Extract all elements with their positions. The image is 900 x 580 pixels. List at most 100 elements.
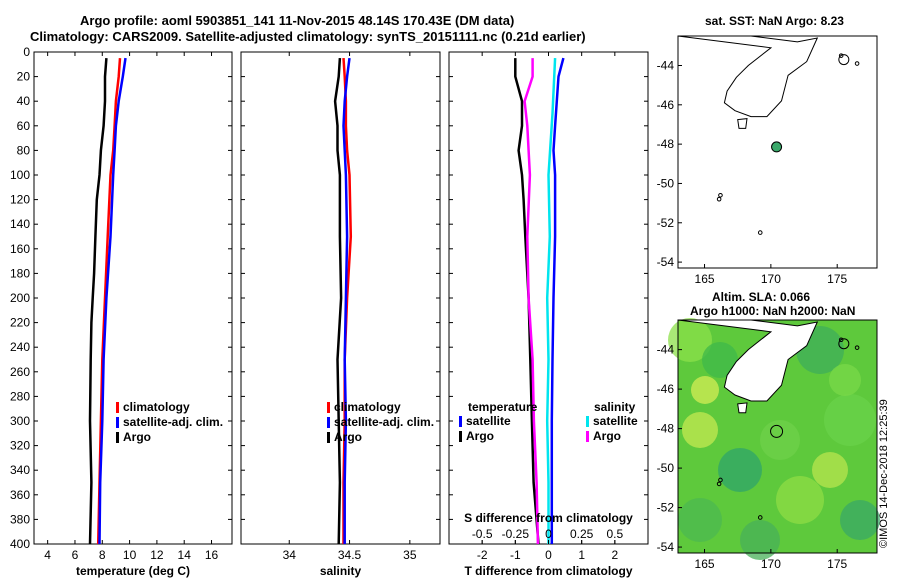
y-tick-label: 320 [10, 439, 30, 453]
map-y-tick-label: -54 [657, 540, 675, 554]
x-tick-label: 16 [205, 548, 219, 562]
map-y-tick-label: -50 [657, 176, 675, 190]
sla-anomaly-blob [812, 452, 848, 488]
x-axis-label: temperature (deg C) [76, 564, 190, 578]
chatham-island [838, 338, 850, 350]
island-mark [838, 53, 844, 58]
y-tick-label: 100 [10, 168, 30, 182]
x-tick-label-secondary: 0 [545, 527, 552, 541]
y-tick-label: 400 [10, 537, 30, 551]
x-axis-label: T difference from climatology [464, 564, 632, 578]
map-frame-1 [677, 319, 878, 554]
legend-entry-0-label: climatology [123, 400, 190, 414]
x-tick-label: 10 [123, 548, 137, 562]
sla-anomaly-blob [678, 498, 722, 542]
x-tick-label-secondary: -0.25 [502, 527, 530, 541]
x-tick-label: 34 [283, 548, 297, 562]
stewart-island [737, 402, 748, 414]
map-y-tick-label: -48 [657, 137, 675, 151]
series-line-satellite-adj-clim- [342, 57, 351, 544]
argo-profile-marker [770, 424, 784, 438]
y-tick-label: 160 [10, 242, 30, 256]
argo-profile-marker [771, 141, 783, 153]
series-line-climatology [96, 58, 122, 545]
map-y-tick-label: -50 [657, 461, 675, 475]
sst-map-title: sat. SST: NaN Argo: 8.23 [705, 14, 844, 28]
sla-anomaly-blob [776, 476, 824, 524]
island-mark [838, 337, 844, 343]
plot-title-line1: Argo profile: aoml 5903851_141 11-Nov-20… [80, 13, 515, 28]
x-tick-label: 34.5 [338, 548, 362, 562]
y-tick-label: 60 [17, 119, 31, 133]
map-y-tick-label: -48 [657, 422, 675, 436]
map-x-tick-label: 175 [827, 272, 847, 286]
series-line-salinity-argo [523, 58, 540, 545]
sla-anomaly-blob [740, 520, 780, 560]
legend-title-salinity: salinity [594, 400, 636, 414]
sla-anomaly-blob [718, 448, 762, 492]
map-x-tick-label: 170 [761, 272, 781, 286]
legend-sal-satellite-label: satellite [593, 414, 638, 428]
series-line-argo [333, 58, 343, 545]
sla-anomaly-blob [691, 376, 719, 404]
series-line-temperature-argo [514, 58, 540, 545]
x-tick-label: -1 [510, 548, 521, 562]
x-tick-label: 35 [403, 548, 417, 562]
legend-temp-satellite-label: satellite [466, 414, 511, 428]
sla-map-title-line2: Argo h1000: NaN h2000: NaN [690, 304, 856, 318]
y-tick-label: 180 [10, 266, 30, 280]
legend-temp-argo-label: Argo [466, 429, 494, 443]
map-y-tick-label: -54 [657, 255, 675, 269]
map-x-tick-label: 165 [695, 557, 715, 571]
map-x-tick-label: 170 [761, 557, 781, 571]
x-axis-label: salinity [320, 564, 362, 578]
legend-sal-argo-label: Argo [593, 429, 621, 443]
legend-entry-1-swatch [116, 417, 119, 428]
y-tick-label: 280 [10, 389, 30, 403]
legend-sal-argo-swatch [586, 431, 589, 442]
stewart-island [737, 118, 748, 129]
legend-entry-0-swatch [327, 402, 330, 413]
sla-anomaly-blob [824, 394, 876, 446]
map-y-tick-label: -44 [657, 343, 675, 357]
map-frame-0 [677, 35, 878, 269]
x-tick-label: 4 [44, 548, 51, 562]
legend-temp-satellite-swatch [459, 416, 462, 427]
south-island-coast [677, 319, 819, 402]
map-y-tick-label: -46 [657, 98, 675, 112]
sla-anomaly-blob [668, 318, 712, 362]
island-mark [718, 477, 723, 483]
x-tick-label: 0 [545, 548, 552, 562]
y-tick-label: 0 [23, 45, 30, 59]
y-tick-label: 120 [10, 193, 30, 207]
sla-anomaly-blob [829, 364, 861, 396]
map-y-tick-label: -46 [657, 382, 675, 396]
x-tick-label: -2 [477, 548, 488, 562]
series-line-satellite-adj-clim- [98, 57, 127, 545]
island-mark [854, 345, 860, 350]
y-tick-label: 360 [10, 488, 30, 502]
sla-map-title-line1: Altim. SLA: 0.066 [712, 290, 811, 304]
y-tick-label: 240 [10, 340, 30, 354]
x-tick-label: 6 [72, 548, 79, 562]
series-line-temperature-satellite [550, 57, 565, 544]
x-tick-label: 2 [611, 548, 618, 562]
y-tick-label: 220 [10, 316, 30, 330]
y-tick-label: 300 [10, 414, 30, 428]
map-y-tick-label: -52 [657, 216, 675, 230]
x-tick-label-secondary: 0.25 [570, 527, 594, 541]
sla-anomaly-blob [682, 412, 718, 448]
x-axis-label-secondary: S difference from climatology [464, 511, 633, 525]
map-y-tick-label: -52 [657, 501, 675, 515]
plot-title-line2: Climatology: CARS2009. Satellite-adjuste… [30, 29, 586, 44]
island-mark [854, 61, 860, 66]
island-mark [716, 196, 722, 202]
island-mark [716, 481, 722, 487]
y-tick-label: 140 [10, 217, 30, 231]
legend-entry-2-label: Argo [123, 430, 151, 444]
legend-entry-2-label: Argo [334, 430, 362, 444]
legend-entry-1-swatch [327, 417, 330, 428]
chatham-island [838, 54, 850, 66]
island-mark [757, 230, 763, 235]
legend-entry-2-swatch [116, 432, 119, 443]
